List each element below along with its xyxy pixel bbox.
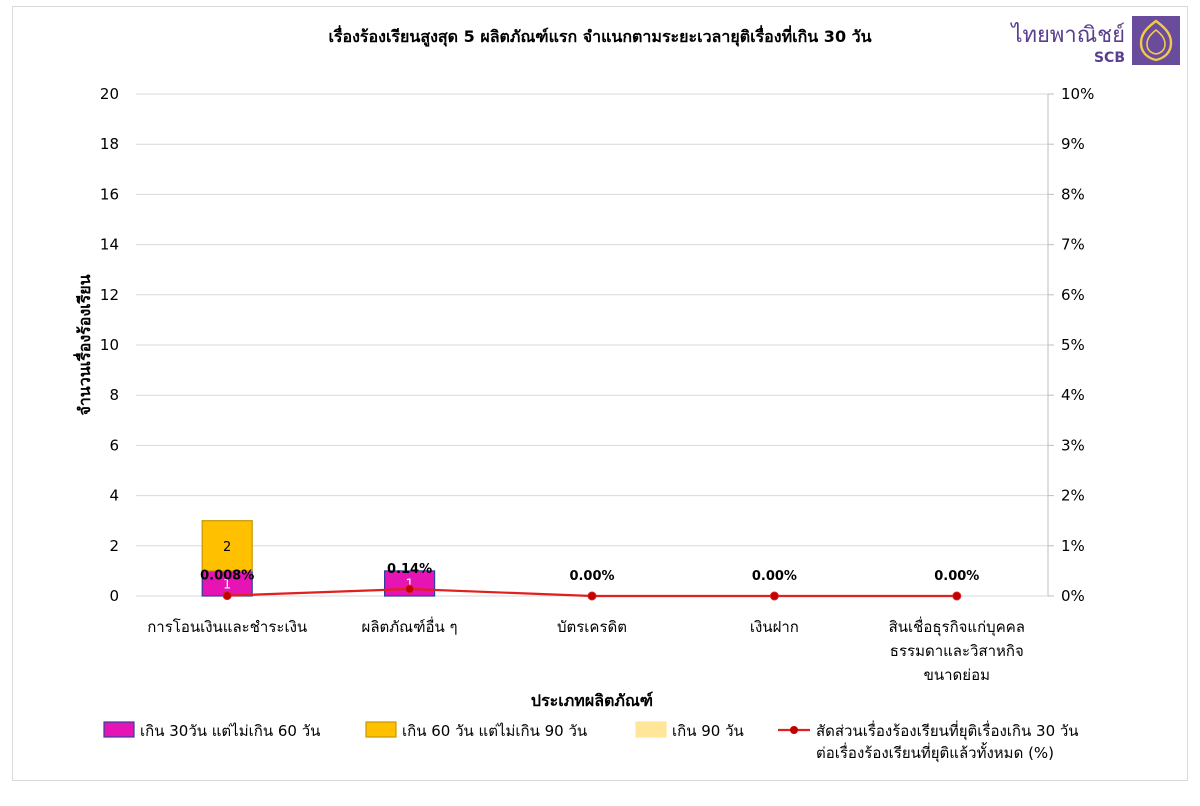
y-tick-label: 4 [109, 487, 119, 505]
y-axis-ticks: 0 2 4 6 8 10 12 14 16 18 20 [100, 85, 119, 605]
scb-emblem-icon [1132, 16, 1180, 65]
legend-line-label: ต่อเรื่องร้องเรียนที่ยุติแล้วทั้งหมด (%) [816, 742, 1054, 763]
y-tick-label: 20 [100, 85, 119, 103]
ratio-data-label: 0.00% [934, 569, 979, 584]
ratio-data-label: 0.008% [200, 569, 254, 584]
y-tick-label: 14 [100, 236, 119, 254]
legend: เกิน 30วัน แต่ไม่เกิน 60 วัน เกิน 60 วัน … [103, 720, 1079, 763]
chart-title: เรื่องร้องเรียนสูงสุด 5 ผลิตภัณฑ์แรก จำแ… [328, 25, 871, 48]
y2-tick-label: 0% [1061, 587, 1085, 605]
y-tick-label: 0 [109, 587, 119, 605]
chart-frame [12, 6, 1188, 781]
x-tick-label: ขนาดย่อม [924, 666, 990, 684]
y-axis-title: จำนวนเรื่องร้องเรียน [73, 274, 94, 415]
y2-tick-label: 10% [1061, 85, 1094, 103]
y2-tick-label: 4% [1061, 386, 1085, 404]
legend-label: เกิน 90 วัน [672, 722, 744, 740]
y2-axis-ticks: 0% 1% 2% 3% 4% 5% 6% 7% 8% 9% 10% [1048, 85, 1094, 605]
legend-line-label: สัดส่วนเรื่องร้องเรียนที่ยุติเรื่องเกิน … [816, 720, 1079, 741]
legend-swatch [365, 721, 397, 738]
legend-swatch [635, 721, 667, 738]
x-tick-label: การโอนเงินและชำระเงิน [147, 618, 307, 636]
x-tick-label: บัตรเครดิต [557, 618, 627, 636]
x-tick-label: สินเชื่อธุรกิจแก่บุคคล [889, 616, 1025, 637]
y-tick-label: 12 [100, 286, 119, 304]
legend-line-marker [790, 726, 798, 734]
y-tick-label: 2 [109, 537, 119, 555]
y2-tick-label: 2% [1061, 487, 1085, 505]
ratio-line-series: 0.008% 0.14% 0.00% 0.00% 0.00% [200, 562, 979, 601]
ratio-data-label: 0.14% [387, 562, 432, 577]
x-tick-label: ผลิตภัณฑ์อื่น ๆ [362, 616, 458, 636]
ratio-point [952, 591, 962, 601]
y2-tick-label: 1% [1061, 537, 1085, 555]
y2-tick-label: 8% [1061, 185, 1085, 203]
y2-tick-label: 7% [1061, 236, 1085, 254]
legend-swatch [103, 721, 135, 738]
y2-tick-label: 6% [1061, 286, 1085, 304]
legend-label: เกิน 60 วัน แต่ไม่เกิน 90 วัน [402, 722, 587, 740]
brand-name: ไทยพาณิชย์ [1009, 22, 1125, 48]
y-tick-label: 8 [109, 386, 119, 404]
y2-tick-label: 3% [1061, 436, 1085, 454]
y2-tick-label: 5% [1061, 336, 1085, 354]
bar-value-label: 2 [223, 540, 231, 555]
bars [201, 520, 436, 597]
y2-tick-label: 9% [1061, 135, 1085, 153]
y-tick-label: 16 [100, 185, 119, 203]
bar-segment [201, 520, 253, 572]
x-tick-label: เงินฝาก [750, 618, 799, 636]
y-tick-label: 18 [100, 135, 119, 153]
y-tick-label: 6 [109, 436, 119, 454]
ratio-data-label: 0.00% [569, 569, 614, 584]
x-axis-title: ประเภทผลิตภัณฑ์ [531, 691, 653, 710]
ratio-point [405, 584, 415, 594]
bar-value-label: 1 [223, 577, 231, 592]
gridlines [136, 93, 1048, 547]
ratio-point [587, 591, 597, 601]
ratio-point [769, 591, 779, 601]
ratio-point [222, 591, 232, 601]
brand-sub: SCB [1094, 50, 1125, 66]
legend-label: เกิน 30วัน แต่ไม่เกิน 60 วัน [140, 722, 320, 740]
brand-logo: ไทยพาณิชย์ SCB [1009, 16, 1180, 66]
ratio-data-label: 0.00% [752, 569, 797, 584]
x-axis-ticks: การโอนเงินและชำระเงิน ผลิตภัณฑ์อื่น ๆ บัตร… [147, 616, 1025, 684]
y-tick-label: 10 [100, 336, 119, 354]
x-tick-label: ธรรมดาและวิสาหกิจ [890, 642, 1024, 660]
